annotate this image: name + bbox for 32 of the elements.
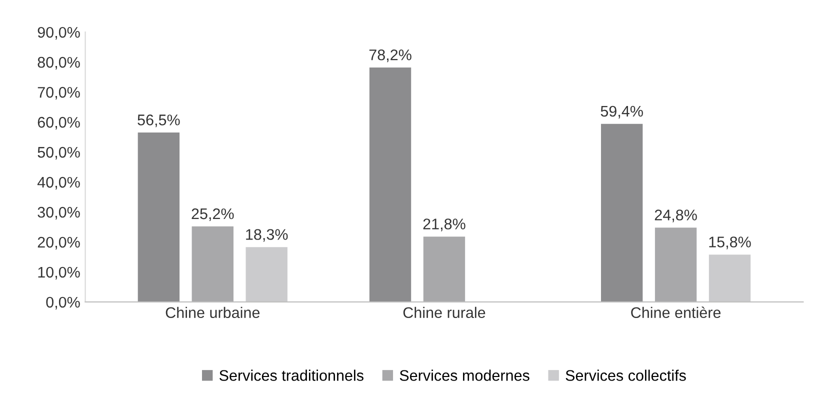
data-label: 25,2% <box>192 208 234 222</box>
legend-label: Services modernes <box>400 370 530 381</box>
y-tick-label: 10,0% <box>38 266 80 280</box>
legend-label: Services collectifs <box>566 370 686 381</box>
legend-label: Services traditionnels <box>220 370 364 381</box>
bar <box>246 247 288 302</box>
data-label: 56,5% <box>138 114 180 128</box>
bar <box>138 132 180 302</box>
bar <box>600 124 643 302</box>
y-tick-label: 50,0% <box>38 146 80 160</box>
x-tick-label: Chine urbaine <box>166 306 260 318</box>
y-tick-label: 60,0% <box>38 116 80 130</box>
x-tick-label: Chine entière <box>631 306 721 318</box>
y-tick-label: 40,0% <box>37 176 80 190</box>
data-label: 18,3% <box>246 229 288 242</box>
y-tick-label: 0,0% <box>46 296 80 310</box>
data-label: 15,8% <box>709 236 751 250</box>
y-tick-label: 90,0% <box>38 26 80 40</box>
x-tick-label: Chine rurale <box>403 306 486 318</box>
y-tick-label: 30,0% <box>38 206 80 220</box>
y-tick-label: 70,0% <box>38 86 80 100</box>
bar <box>708 254 751 302</box>
bar <box>654 228 697 302</box>
data-label: 78,2% <box>369 49 412 62</box>
data-label: 21,8% <box>423 218 466 232</box>
bar <box>192 226 234 302</box>
bar <box>423 236 466 302</box>
data-label: 59,4% <box>600 106 643 118</box>
y-tick-label: 80,0% <box>38 56 80 70</box>
data-label: 24,8% <box>654 210 697 222</box>
bar <box>369 67 412 302</box>
y-tick-label: 20,0% <box>38 236 80 250</box>
